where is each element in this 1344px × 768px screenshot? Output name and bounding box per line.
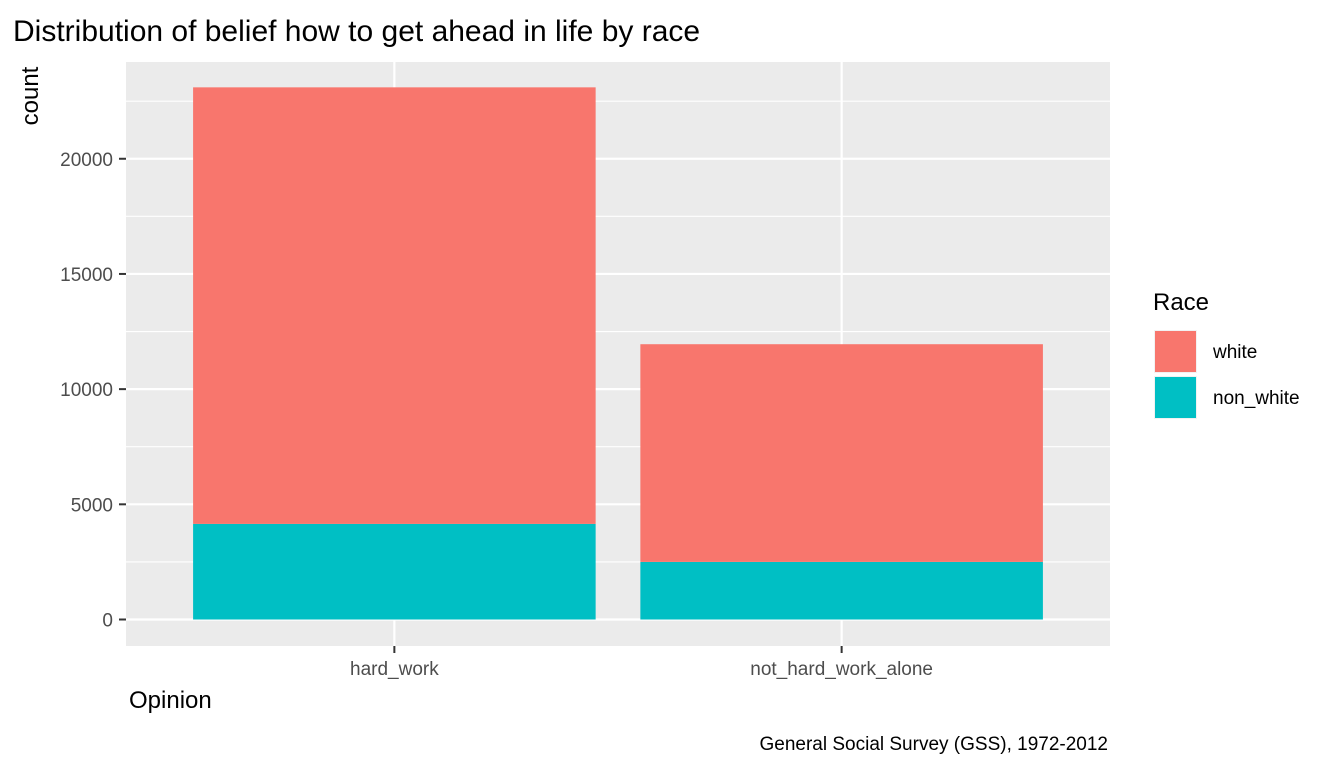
bar-non_white-not_hard_work_alone (640, 561, 1043, 620)
bars (193, 87, 1043, 620)
y-tick-label: 5000 (71, 495, 113, 516)
legend: Race white non_white (1153, 289, 1300, 419)
legend-swatch-white (1155, 331, 1196, 372)
y-axis-title: count (17, 66, 44, 125)
caption: General Social Survey (GSS), 1972-2012 (759, 734, 1108, 755)
x-axis: hard_work not_hard_work_alone (350, 646, 933, 680)
y-tick-label: 15000 (60, 265, 113, 286)
bar-white-hard_work (193, 87, 596, 524)
bar-non_white-hard_work (193, 523, 596, 620)
x-tick-label: hard_work (350, 659, 439, 680)
y-tick-label: 0 (102, 611, 113, 632)
bar-white-not_hard_work_alone (640, 344, 1043, 562)
y-axis: 0 5000 10000 15000 20000 (60, 150, 126, 632)
legend-swatch-non_white (1155, 377, 1196, 418)
chart-title: Distribution of belief how to get ahead … (13, 15, 700, 48)
x-tick-label: not_hard_work_alone (750, 659, 933, 680)
legend-label-white: white (1212, 342, 1257, 363)
legend-title: Race (1153, 289, 1209, 316)
x-axis-title: Opinion (129, 687, 212, 714)
plot-panel (126, 62, 1110, 646)
legend-label-non_white: non_white (1213, 388, 1300, 409)
y-tick-label: 20000 (60, 150, 113, 171)
y-tick-label: 10000 (60, 380, 113, 401)
